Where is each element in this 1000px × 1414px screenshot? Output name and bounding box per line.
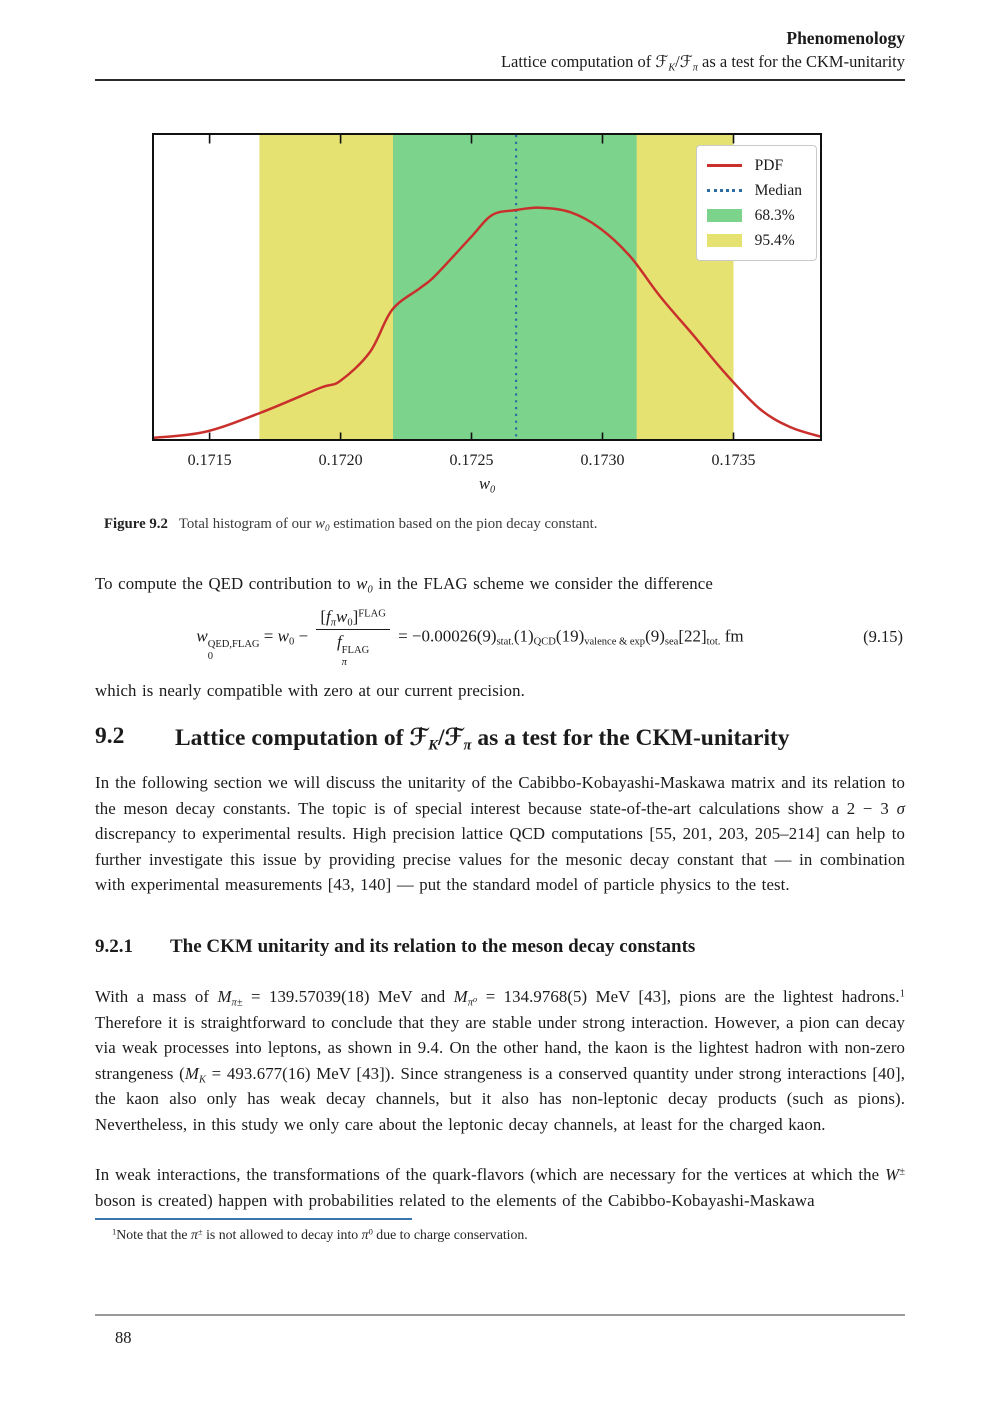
equation-number: (9.15) [863, 627, 903, 646]
section-number: 9.2 [95, 723, 125, 749]
paragraph-ckm-intro: In the following section we will discuss… [95, 773, 905, 894]
pdf-chart-svg: 0.1715 0.1720 0.1725 0.1730 0.1735 [152, 133, 822, 469]
section-heading-9-2: 9.2 Lattice computation of ℱK/ℱπ as a te… [95, 723, 905, 754]
paragraph-zero-precision: which is nearly compatible with zero at … [95, 681, 525, 700]
legend-entry: 95.4% [706, 228, 802, 253]
section-title: Lattice computation of ℱK/ℱπ as a test f… [175, 723, 790, 754]
legend-swatch-patch [706, 234, 742, 247]
x-tick-label: 0.1730 [581, 452, 625, 469]
plot-border [152, 133, 822, 441]
band-68-3 [393, 135, 637, 439]
legend-entry: Median [706, 178, 802, 203]
subsection-title: The CKM unitarity and its relation to th… [170, 936, 696, 957]
header-title: Phenomenology [786, 28, 905, 48]
pdf-curve [152, 206, 822, 440]
page-header: Phenomenology Lattice computation of ℱK/… [95, 28, 905, 81]
x-tick-label: 0.1725 [450, 452, 494, 469]
paragraph-pion-mass: With a mass of Mπ± = 139.57039(18) MeV a… [95, 987, 906, 1134]
section-heading-9-2-1: 9.2.1 The CKM unitarity and its relation… [95, 936, 905, 958]
paragraph-weak-interactions: In weak interactions, the transformation… [95, 1165, 905, 1210]
chart-x-axis-label: w0 [478, 474, 496, 496]
page-number: 88 [115, 1328, 132, 1347]
footer-rule [95, 1314, 905, 1316]
x-tick-label: 0.1720 [319, 452, 363, 469]
figure-9-2: 0.1715 0.1720 0.1725 0.1730 0.1735 w0 PDF Med… [152, 133, 822, 495]
subsection-number: 9.2.1 [95, 936, 133, 957]
legend-label: Median [754, 181, 802, 199]
footnote-1: 1Note that the π± is not allowed to deca… [112, 1226, 528, 1242]
legend-swatch-dotted [706, 189, 742, 192]
equation-body: w QED,FLAG 0 = w0 − [fπw0]FLAG f FLAG π = −0.… [196, 606, 744, 668]
header-subtitle: Lattice computation of ℱK/ℱπ as a test f… [500, 52, 905, 74]
legend-swatch-patch [706, 209, 742, 222]
equation-9-15: w QED,FLAG 0 = w0 − [fπw0]FLAG f FLAG π = −0.… [95, 603, 905, 671]
legend-entry: 68.3% [706, 203, 802, 228]
chart-legend: PDF Median 68.3% 95.4% [695, 145, 817, 261]
footnote-rule [95, 1218, 412, 1220]
legend-label: 95.4% [754, 231, 795, 249]
legend-label: PDF [754, 156, 784, 174]
paragraph-qed-intro: To compute the QED contribution to w0 in… [95, 574, 713, 596]
legend-entry: PDF [706, 153, 802, 178]
legend-label: 68.3% [754, 206, 795, 224]
x-tick-label: 0.1715 [188, 452, 232, 469]
legend-swatch-line [706, 164, 742, 167]
x-tick-label: 0.1735 [712, 452, 756, 469]
figure-caption: Figure 9.2 Total histogram of our w0 esti… [104, 516, 598, 533]
